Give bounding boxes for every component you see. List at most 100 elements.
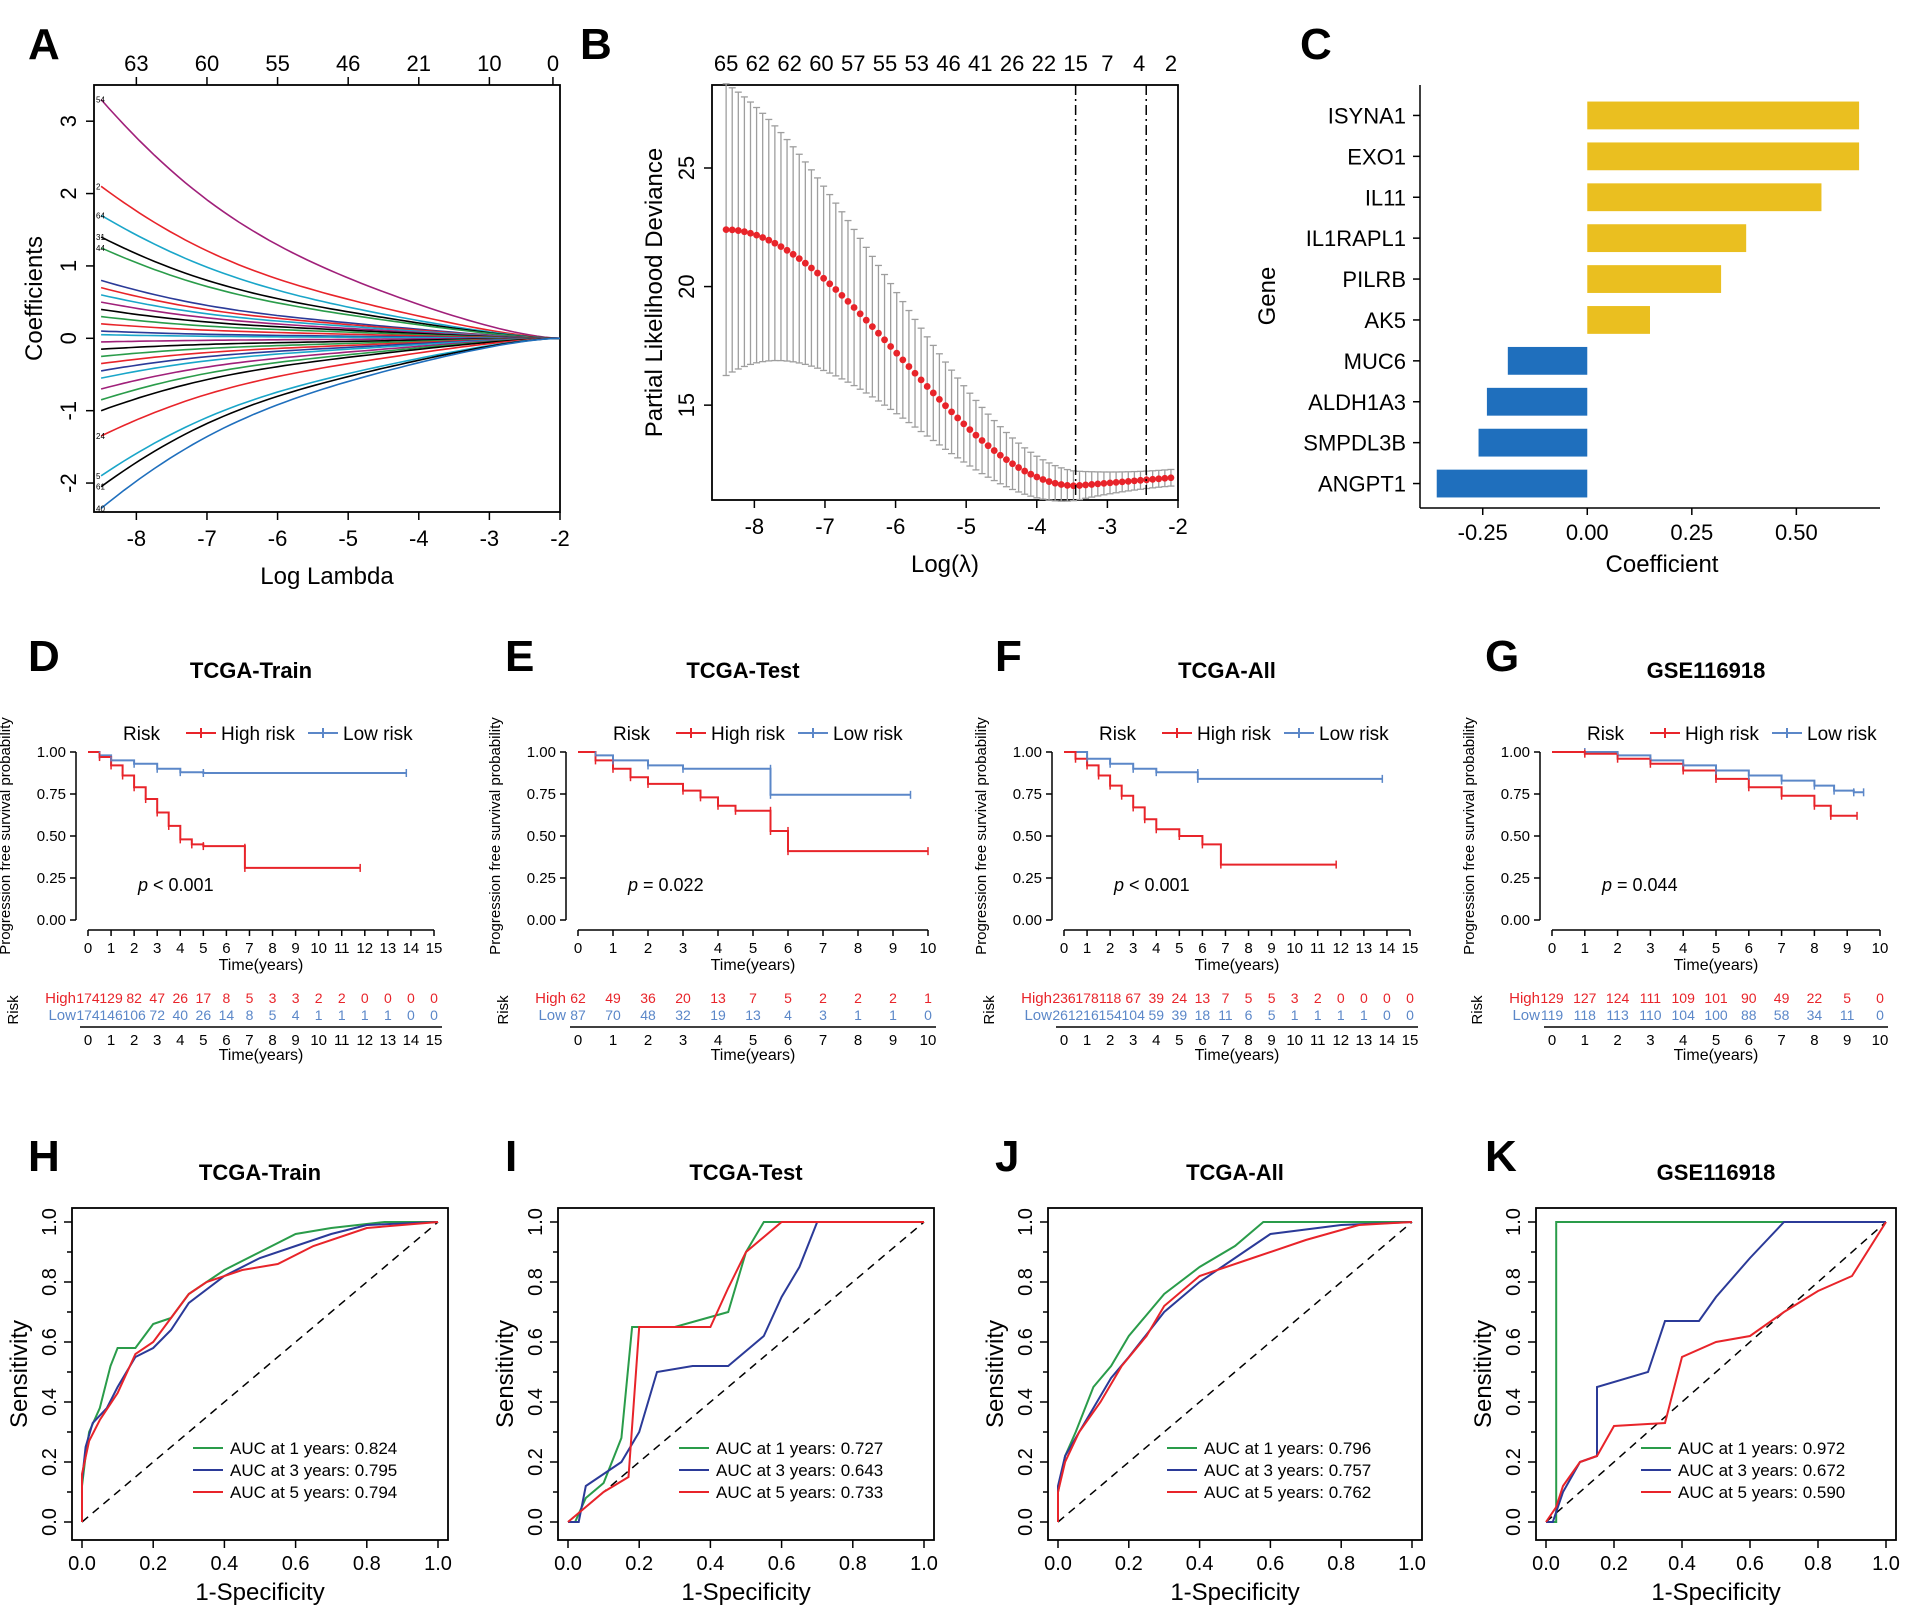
km-x-tick-label-f: 9 xyxy=(1267,940,1275,957)
deviance-point xyxy=(826,280,834,288)
risk-table-high-label-e: High xyxy=(535,990,566,1007)
roc-x-tick-label-j: 0.8 xyxy=(1327,1553,1355,1575)
risk-table-time-label: 2 xyxy=(1106,1032,1114,1049)
deviance-point xyxy=(1130,477,1138,485)
x-tick-label-a: -6 xyxy=(268,526,288,551)
roc-x-tick-label-k: 0.2 xyxy=(1600,1553,1628,1575)
roc-y-tick-label-h: 0.6 xyxy=(39,1328,61,1356)
roc-curve-3y xyxy=(81,1221,439,1522)
roc-y-tick-label-h: 1.0 xyxy=(39,1208,61,1236)
km-y-axis-label-g: Progression free survival probability xyxy=(1461,717,1478,955)
panel-letter-i: I xyxy=(505,1132,517,1181)
panel-letter-f: F xyxy=(995,632,1022,681)
km-x-tick-label-d: 15 xyxy=(426,940,443,957)
deviance-point xyxy=(838,291,846,299)
risk-table-time-label: 5 xyxy=(199,1032,207,1049)
deviance-point xyxy=(1039,476,1047,483)
roc-x-tick-label-h: 0.8 xyxy=(353,1553,381,1575)
risk-table-low-count: 88 xyxy=(1741,1007,1757,1023)
roc-x-tick-label-i: 0.2 xyxy=(625,1553,653,1575)
panel-letter-k: K xyxy=(1485,1132,1517,1181)
panel-letter-e: E xyxy=(505,632,534,681)
risk-table-high-count: 178 xyxy=(1075,990,1099,1006)
risk-table-time-label: 10 xyxy=(310,1032,327,1049)
coefficient-path xyxy=(100,214,561,340)
km-x-tick-label-e: 8 xyxy=(854,940,862,957)
top-tick-label-b: 57 xyxy=(841,51,865,76)
deviance-point xyxy=(808,264,815,272)
roc-x-tick-label-h: 0.0 xyxy=(68,1553,96,1575)
x-tick-label-a: -7 xyxy=(197,526,217,551)
km-x-tick-label-d: 10 xyxy=(310,940,327,957)
roc-diagonal-h xyxy=(81,1221,439,1523)
roc-x-tick-label-i: 0.4 xyxy=(696,1553,724,1575)
coefficient-path-label: 64 xyxy=(96,211,105,220)
risk-table-high-count: 8 xyxy=(223,990,231,1006)
risk-table-high-label-f: High xyxy=(1021,990,1052,1007)
risk-table-time-label: 13 xyxy=(1356,1032,1373,1049)
risk-table-time-label: 8 xyxy=(1810,1032,1818,1049)
y-tick-label-a: 1 xyxy=(56,260,81,272)
coefficient-path xyxy=(100,337,561,412)
deviance-point xyxy=(734,227,742,234)
coefficient-path-label: 5 xyxy=(96,472,101,481)
risk-table-high-count: 0 xyxy=(407,990,415,1006)
km-pvalue-text-e: = 0.022 xyxy=(638,875,704,895)
panel-letter-c: C xyxy=(1300,20,1332,69)
risk-table-high-count: 36 xyxy=(640,990,656,1006)
risk-table-low-count: 110 xyxy=(1639,1007,1662,1023)
km-x-tick-label-e: 6 xyxy=(784,940,792,957)
x-tick-label-b: -6 xyxy=(886,514,906,539)
risk-table-high-count: 5 xyxy=(246,990,254,1006)
roc-curve-5y xyxy=(567,1221,924,1523)
coefficient-bar xyxy=(1587,306,1650,334)
deviance-point xyxy=(881,336,888,344)
roc-y-tick-label-h: 0.4 xyxy=(39,1388,61,1416)
km-pvalue-g: p = 0.044 xyxy=(1601,875,1678,895)
deviance-point xyxy=(917,376,925,384)
km-x-axis-label-e: Time(years) xyxy=(711,957,796,974)
km-x-tick-label-d: 7 xyxy=(245,940,253,957)
plot-frame-b xyxy=(711,84,1179,501)
km-title-f: TCGA-All xyxy=(1178,658,1276,683)
risk-table-low-count: 1 xyxy=(1291,1007,1299,1023)
roc-y-tick-label-j: 0.2 xyxy=(1015,1448,1037,1476)
km-y-axis-label-e: Progression free survival probability xyxy=(487,717,504,955)
km-high-risk-curve xyxy=(88,751,361,869)
deviance-point xyxy=(1106,479,1114,487)
deviance-point xyxy=(1027,470,1035,478)
y-tick-label-a: 2 xyxy=(56,187,81,199)
deviance-point xyxy=(844,297,852,305)
km-x-tick-label-g: 6 xyxy=(1745,940,1753,957)
km-x-tick-label-d: 14 xyxy=(403,940,420,957)
km-title-g: GSE116918 xyxy=(1647,658,1766,683)
risk-table-title-e: Risk xyxy=(495,995,512,1025)
y-tick-label-a: 3 xyxy=(56,115,81,127)
deviance-point xyxy=(1063,481,1071,489)
deviance-point xyxy=(1057,481,1065,488)
roc-y-tick-label-k: 1.0 xyxy=(1503,1208,1525,1236)
y-tick-label-b: 25 xyxy=(674,156,699,180)
roc-y-tick-label-i: 0.4 xyxy=(525,1388,547,1416)
x-axis-label-b: Log(λ) xyxy=(911,551,979,578)
km-pvalue-text-d: < 0.001 xyxy=(148,875,214,895)
roc-diagonal-j xyxy=(1057,1221,1413,1523)
km-y-tick-label-e: 1.00 xyxy=(527,744,556,761)
risk-table-low-label-f: Low xyxy=(1024,1007,1052,1024)
risk-table-high-count: 5 xyxy=(1245,990,1253,1006)
risk-table-low-count: 154 xyxy=(1098,1007,1122,1023)
risk-table-high-count: 129 xyxy=(1540,990,1564,1006)
km-pvalue-text-f: < 0.001 xyxy=(1124,875,1190,895)
roc-curve-3y xyxy=(568,1221,924,1523)
x-tick-label-b: -8 xyxy=(745,514,765,539)
risk-table-low-count: 1 xyxy=(338,1007,346,1023)
roc-x-tick-label-i: 1.0 xyxy=(910,1553,938,1575)
roc-y-tick-label-j: 0.6 xyxy=(1015,1328,1037,1356)
deviance-point xyxy=(1021,467,1029,475)
roc-title-i: TCGA-Test xyxy=(689,1160,803,1185)
deviance-point xyxy=(972,431,980,439)
coefficient-bar xyxy=(1507,346,1588,375)
km-x-tick-label-f: 7 xyxy=(1221,940,1229,957)
km-x-tick-label-f: 13 xyxy=(1356,940,1373,957)
km-y-tick-label-g: 0.00 xyxy=(1501,912,1530,929)
